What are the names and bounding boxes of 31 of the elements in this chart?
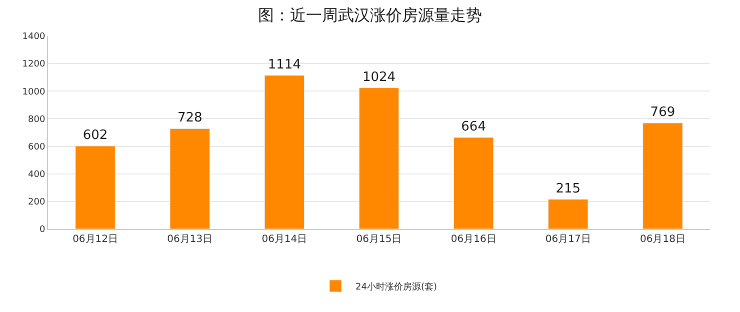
chart-title: 图：近一周武汉涨价房源量走势	[258, 6, 482, 25]
y-tick-label: 1400	[22, 32, 46, 42]
bar	[170, 128, 210, 229]
data-label: 664	[461, 119, 486, 134]
data-label: 769	[650, 104, 676, 120]
data-label: 728	[177, 110, 202, 126]
y-tick-label: 0	[39, 225, 46, 236]
bar	[75, 146, 116, 229]
data-label: 1024	[362, 70, 396, 85]
bar	[358, 88, 400, 229]
bar	[642, 122, 683, 229]
y-tick-label: 400	[28, 170, 46, 180]
bar	[548, 199, 588, 229]
data-label: 215	[556, 181, 581, 196]
x-tick-label: 06月18日	[640, 234, 686, 245]
y-tick-label: 200	[28, 198, 46, 208]
x-tick-label: 06月15日	[356, 234, 402, 245]
x-tick-label: 06月17日	[545, 234, 591, 245]
y-tick-label: 1200	[22, 60, 46, 70]
legend-label: 24小时涨价房源(套)	[356, 281, 437, 292]
x-tick-label: 06月13日	[167, 234, 213, 245]
y-tick-label: 1000	[22, 87, 46, 98]
x-tick-label: 06月14日	[262, 234, 308, 245]
x-tick-label: 06月12日	[72, 234, 118, 245]
bar	[264, 75, 305, 229]
y-tick-label: 800	[28, 114, 46, 125]
data-label: 602	[82, 128, 108, 144]
x-tick-label: 06月16日	[450, 234, 496, 245]
bar	[453, 137, 494, 229]
data-label: 1114	[268, 57, 301, 72]
y-tick-label: 600	[28, 142, 46, 152]
